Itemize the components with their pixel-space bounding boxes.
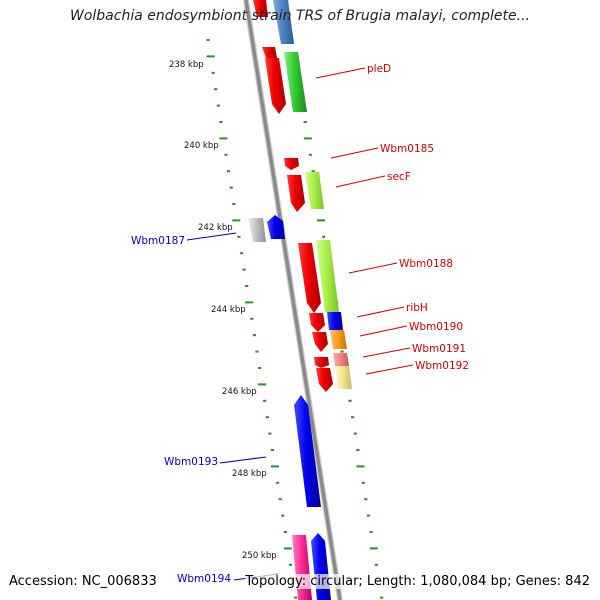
gene-arrow[interactable] [267, 215, 285, 239]
gene-label-secF[interactable]: secF [387, 171, 411, 183]
gene-arrow[interactable] [298, 243, 321, 313]
gene-arrow[interactable] [309, 313, 325, 332]
gene-arrow[interactable] [312, 332, 328, 352]
gene-features [248, 0, 352, 600]
tick-label: 244 kbp [211, 305, 246, 315]
gene-label-wbm0193[interactable]: Wbm0193 [164, 456, 218, 468]
gene-arrow[interactable] [314, 357, 329, 368]
gene-arrow[interactable] [316, 240, 339, 312]
gene-arrow[interactable] [311, 533, 331, 600]
tick-label: 248 kbp [232, 469, 267, 479]
gene-arrow[interactable] [273, 0, 294, 44]
gene-arrow[interactable] [287, 175, 305, 212]
gene-arrow[interactable] [333, 353, 349, 366]
gene-arrow[interactable] [265, 58, 286, 114]
accession-text: Accession: NC_006833 [9, 574, 157, 589]
genome-summary-text: Topology: circular; Length: 1,080,084 bp… [245, 574, 590, 589]
gene-arrow[interactable] [262, 47, 277, 58]
gene-label-wbm0192[interactable]: Wbm0192 [415, 360, 469, 372]
tick-label: 242 kbp [198, 223, 233, 233]
gene-arrow[interactable] [284, 158, 299, 170]
tick-label: 240 kbp [184, 141, 219, 151]
gene-arrow[interactable] [335, 366, 352, 389]
gene-arrow[interactable] [316, 368, 333, 392]
gene-label-ribH[interactable]: ribH [406, 302, 428, 314]
gene-label-wbm0187[interactable]: Wbm0187 [131, 235, 185, 247]
gene-arrow[interactable] [294, 395, 321, 507]
gene-label-wbm0190[interactable]: Wbm0190 [409, 321, 463, 333]
gene-arrow[interactable] [292, 535, 312, 600]
gene-arrow[interactable] [330, 330, 347, 349]
gene-label-pleD[interactable]: pleD [367, 63, 391, 75]
tick-label: 238 kbp [169, 60, 204, 70]
gene-label-wbm0185[interactable]: Wbm0185 [380, 143, 434, 155]
gene-label-wbm0191[interactable]: Wbm0191 [412, 343, 466, 355]
gene-label-wbm0188[interactable]: Wbm0188 [399, 258, 453, 270]
gene-arrow[interactable] [305, 172, 324, 209]
gene-arrow[interactable] [327, 312, 343, 330]
genome-backbone [243, 0, 343, 600]
gene-label-wbm0194[interactable]: Wbm0194 [177, 573, 231, 585]
label-leaders [186, 67, 414, 581]
gene-arrow[interactable] [253, 0, 268, 17]
gene-arrow[interactable] [284, 52, 307, 112]
gene-labels: pleD Wbm0185 secF Wbm0187 Wbm0188 ribH W… [131, 63, 469, 585]
tick-label: 246 kbp [222, 387, 257, 397]
tick-label: 250 kbp [242, 551, 277, 561]
scale-ticks: 238 kbp 240 kbp 242 kbp 244 kbp 246 kbp … [169, 60, 277, 561]
gene-arrow[interactable] [248, 218, 266, 242]
map-title: Wolbachia endosymbiont strain TRS of Bru… [70, 8, 530, 24]
